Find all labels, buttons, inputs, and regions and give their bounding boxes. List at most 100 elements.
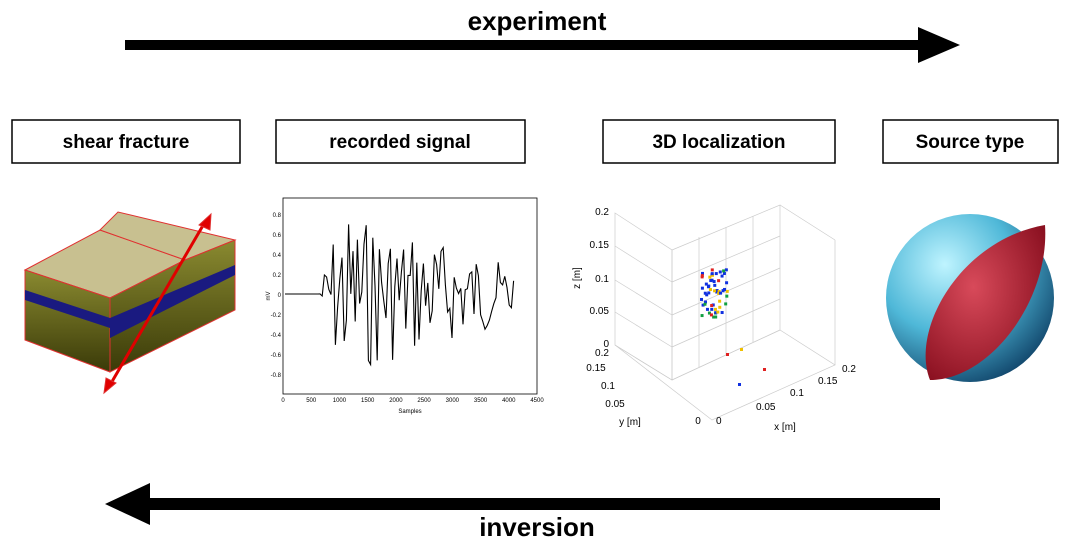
waveform: [285, 224, 515, 367]
x-tick-label: 2500: [417, 398, 431, 404]
event-dot: [716, 310, 720, 314]
x-tick-label: 0.05: [756, 402, 776, 413]
event-dot: [708, 275, 712, 279]
x-tick-label: 0: [281, 398, 285, 404]
event-dot: [720, 274, 724, 278]
event-dot: [726, 353, 729, 356]
event-dot: [715, 289, 719, 293]
event-dot: [710, 272, 714, 276]
y-tick-label: -0.4: [271, 333, 282, 339]
event-dot: [714, 272, 718, 276]
event-dot: [705, 307, 709, 311]
y-tick-label: -0.8: [271, 373, 282, 379]
event-dot: [710, 307, 714, 311]
event-dot: [700, 314, 704, 318]
event-dot: [700, 297, 704, 301]
event-cloud: [700, 268, 766, 386]
axis-label: x [m]: [774, 422, 796, 433]
event-dot: [711, 303, 715, 307]
x-tick-label: 500: [306, 398, 317, 404]
event-dot: [725, 294, 729, 298]
event-dot: [713, 307, 717, 311]
y-tick-label: 0.05: [605, 399, 625, 410]
event-dot: [709, 313, 713, 317]
x-tick-label: 3500: [474, 398, 488, 404]
x-tick-label: 0: [716, 416, 722, 427]
event-dot: [707, 291, 711, 295]
event-dot: [701, 303, 705, 307]
y-tick-label: 0: [695, 416, 701, 427]
x-tick-label: 0.1: [790, 388, 804, 399]
event-dot: [721, 289, 725, 293]
event-dot: [710, 278, 714, 282]
axis-label: y [m]: [619, 417, 641, 428]
arrow-shaft: [145, 498, 940, 510]
event-dot: [712, 280, 716, 284]
event-dot: [719, 291, 723, 295]
y-tick-label: 0.8: [273, 213, 282, 219]
axis-label: Samples: [398, 409, 421, 415]
z-tick-label: 0.05: [590, 306, 610, 317]
y-tick-label: 0.15: [586, 363, 606, 374]
x-tick-label: 3000: [446, 398, 460, 404]
event-dot: [738, 383, 741, 386]
event-dot: [720, 311, 724, 315]
event-dot: [714, 315, 718, 319]
panel-label: Source type: [916, 132, 1025, 153]
event-dot: [700, 274, 704, 278]
x-tick-label: 4500: [530, 398, 544, 404]
panel-label: recorded signal: [329, 132, 471, 153]
z-tick-label: 0.15: [590, 240, 610, 251]
label-box: [275, 119, 526, 164]
y-tick-label: 0.1: [601, 381, 615, 392]
event-dot: [740, 348, 743, 351]
event-dot: [722, 271, 726, 275]
y-tick-label: -0.2: [271, 313, 282, 319]
y-tick-label: 0.6: [273, 233, 282, 239]
y-tick-label: 0.2: [273, 273, 282, 279]
z-tick-label: 0.2: [595, 207, 609, 218]
x-tick-label: 0.15: [818, 376, 838, 387]
x-tick-label: 2000: [389, 398, 403, 404]
event-dot: [718, 299, 722, 303]
event-dot: [724, 302, 728, 306]
event-dot: [717, 290, 721, 294]
event-dot: [722, 269, 726, 273]
event-dot: [704, 282, 708, 286]
event-dot: [718, 270, 722, 274]
event-dot: [703, 291, 707, 295]
event-dot: [718, 305, 722, 309]
event-dot: [705, 293, 709, 297]
x-tick-label: 1000: [333, 398, 347, 404]
plot-grid: [614, 204, 836, 421]
event-dot: [713, 289, 717, 293]
x-tick-label: 4000: [502, 398, 516, 404]
event-dot: [707, 311, 711, 315]
plot-frame: [282, 197, 538, 395]
flow-label: inversion: [479, 512, 595, 542]
z-tick-label: 0: [603, 339, 609, 350]
y-tick-label: -0.6: [271, 353, 282, 359]
event-dot: [724, 268, 728, 272]
y-tick-label: 0.4: [273, 253, 282, 259]
z-tick-label: 0.1: [595, 274, 609, 285]
y-tick-label: 0: [278, 293, 282, 299]
event-dot: [763, 368, 766, 371]
label-box: [882, 119, 1059, 164]
x-tick-label: 1500: [361, 398, 375, 404]
axis-label: z [m]: [572, 267, 583, 289]
event-dot: [703, 302, 707, 306]
panel-label: 3D localization: [652, 132, 785, 153]
arrow-head: [105, 483, 150, 525]
event-dot: [710, 268, 714, 272]
arrow-shaft: [125, 40, 925, 50]
flow-label: experiment: [468, 6, 607, 36]
event-dot: [714, 311, 718, 315]
arrow-head: [918, 27, 960, 63]
event-dot: [700, 271, 704, 275]
axis-label: mV: [266, 292, 272, 301]
event-dot: [710, 273, 714, 277]
event-dot: [700, 286, 704, 290]
